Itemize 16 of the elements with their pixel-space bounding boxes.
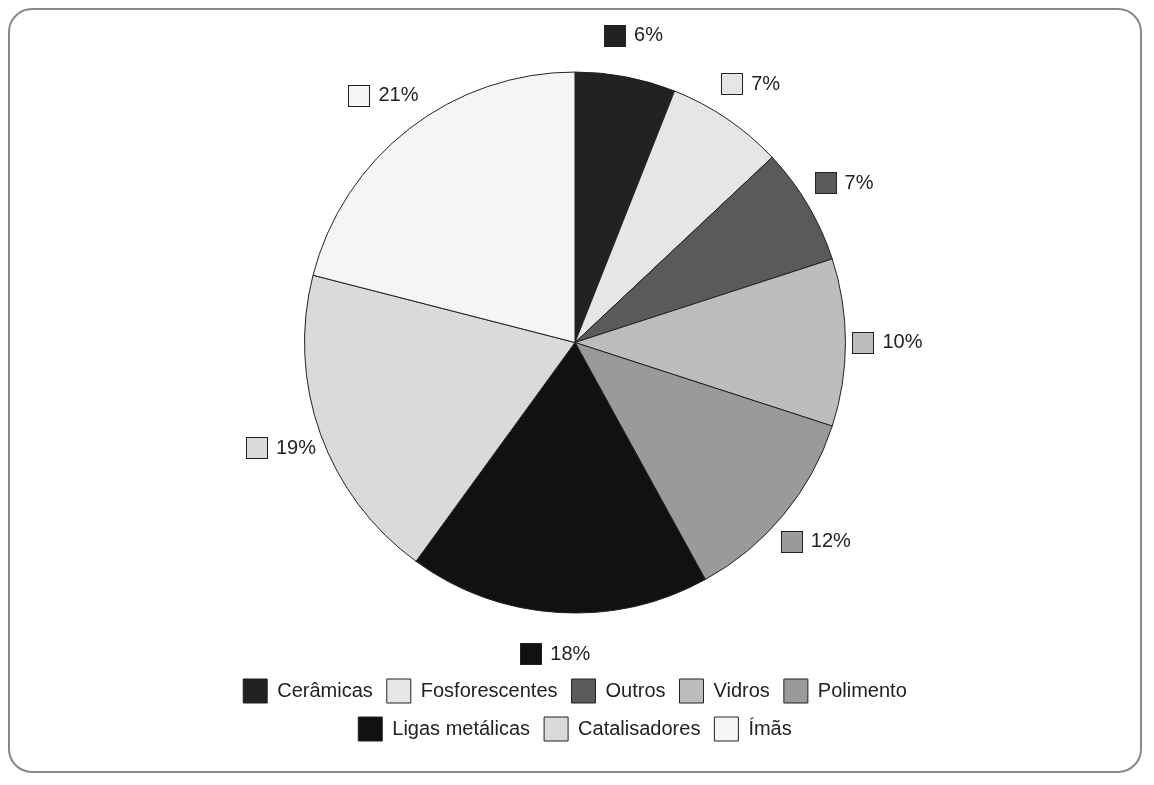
legend-label: Cerâmicas	[277, 678, 373, 701]
legend-label: Ligas metálicas	[392, 716, 531, 739]
legend-label: Vidros	[713, 678, 770, 701]
data-label: 10%	[882, 330, 923, 353]
legend-label: Polimento	[817, 678, 907, 701]
legend-label: Outros	[605, 678, 666, 701]
legend-label: Fosforescentes	[420, 678, 558, 701]
legend-label: Ímãs	[748, 716, 792, 739]
data-label: 7%	[844, 170, 874, 193]
data-label: 6%	[634, 23, 664, 46]
data-label: 7%	[751, 71, 781, 94]
data-label: 19%	[275, 435, 317, 458]
data-label: 18%	[550, 641, 591, 664]
legend-label: Catalisadores	[578, 716, 701, 739]
data-label: 21%	[378, 83, 419, 106]
data-label: 12%	[810, 529, 851, 552]
